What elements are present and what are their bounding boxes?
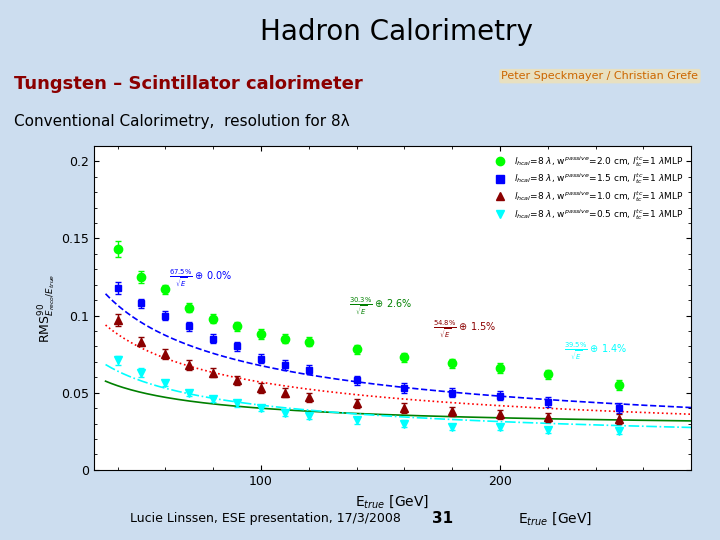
X-axis label: E$_{true}$ [GeV]: E$_{true}$ [GeV] (356, 493, 429, 510)
Text: E$_{true}$ [GeV]: E$_{true}$ [GeV] (518, 510, 593, 527)
Legend: $l_{hcal}$=8 $\lambda$, w$^{passive}$=2.0 cm, $l^{tc}_{tc}$=1 $\lambda$MLP, $l_{: $l_{hcal}$=8 $\lambda$, w$^{passive}$=2.… (487, 150, 687, 225)
Text: $\frac{67.5\%}{\sqrt{E}}$ $\oplus$ 0.0%: $\frac{67.5\%}{\sqrt{E}}$ $\oplus$ 0.0% (169, 267, 233, 289)
Text: $\frac{54.8\%}{\sqrt{E}}$ $\oplus$ 1.5%: $\frac{54.8\%}{\sqrt{E}}$ $\oplus$ 1.5% (433, 319, 496, 340)
Text: Tungsten – Scintillator calorimeter: Tungsten – Scintillator calorimeter (14, 75, 363, 93)
Text: Peter Speckmayer / Christian Grefe: Peter Speckmayer / Christian Grefe (501, 71, 698, 81)
Text: 31: 31 (432, 511, 453, 526)
Text: $\frac{39.5\%}{\sqrt{E}}$ $\oplus$ 1.4%: $\frac{39.5\%}{\sqrt{E}}$ $\oplus$ 1.4% (564, 340, 627, 362)
Text: $\frac{30.3\%}{\sqrt{E}}$ $\oplus$ 2.6%: $\frac{30.3\%}{\sqrt{E}}$ $\oplus$ 2.6% (348, 295, 412, 317)
Text: Conventional Calorimetry,  resolution for 8λ: Conventional Calorimetry, resolution for… (14, 114, 350, 129)
Y-axis label: RMS$^{90}_{E_{reco}/E_{true}}$: RMS$^{90}_{E_{reco}/E_{true}}$ (37, 273, 58, 342)
Text: Lucie Linssen, ESE presentation, 17/3/2008: Lucie Linssen, ESE presentation, 17/3/20… (130, 512, 400, 525)
Text: Hadron Calorimetry: Hadron Calorimetry (260, 18, 532, 46)
